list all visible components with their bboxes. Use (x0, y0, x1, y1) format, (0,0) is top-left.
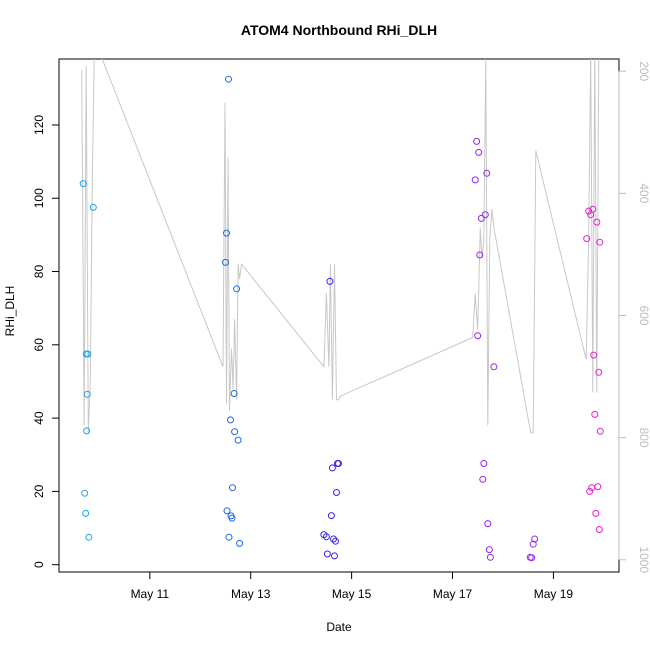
series-1 (79, 180, 97, 541)
data-point (335, 460, 342, 467)
data-point (83, 427, 91, 435)
data-point (592, 509, 600, 517)
y-tick-label: 120 (32, 115, 46, 135)
y-axis: 0 20 40 60 80 100 120 (32, 115, 60, 568)
data-point (591, 410, 599, 418)
y-tick-label: 20 (32, 484, 46, 498)
data-point (531, 535, 539, 543)
data-point (323, 550, 331, 558)
x-axis-label: Date (326, 620, 352, 634)
x-axis: May 11 May 13 May 15 May 17 May 19 (131, 571, 574, 601)
plot-frame (58, 58, 620, 573)
x-tick-label: May 11 (131, 587, 170, 601)
data-point (595, 368, 603, 376)
data-point (585, 207, 593, 215)
data-point (486, 553, 494, 561)
y-tick-label: 0 (32, 561, 46, 568)
data-point (473, 137, 481, 145)
data-point (481, 211, 489, 219)
y-tick-label: 100 (32, 188, 46, 208)
data-point (228, 514, 236, 522)
data-point (331, 552, 338, 560)
points-layer (79, 75, 604, 562)
x-tick-label: May 15 (332, 587, 372, 601)
series-4 (471, 137, 539, 562)
data-point (330, 535, 337, 543)
data-point (231, 428, 239, 436)
data-point (233, 285, 241, 293)
data-point (225, 533, 233, 541)
data-point (327, 512, 335, 520)
data-point (596, 238, 604, 246)
pressure-trace-line (81, 59, 600, 434)
data-point (490, 363, 498, 371)
data-point (227, 416, 234, 424)
data-point (475, 148, 483, 156)
data-point (225, 75, 232, 83)
data-point (85, 533, 93, 541)
series-5 (583, 205, 604, 533)
data-point (326, 277, 334, 285)
data-point (89, 203, 97, 211)
pressure-trace-layer (81, 59, 600, 434)
data-point (583, 235, 591, 243)
secondary-y-axis: 200 400 600 800 1000 (618, 61, 650, 573)
data-point (589, 205, 597, 213)
data-point (83, 390, 91, 398)
data-point (590, 351, 598, 359)
data-point (593, 218, 601, 226)
chart-title: ATOM4 Northbound RHi_DLH (241, 22, 437, 38)
data-point (479, 475, 487, 483)
data-point (483, 169, 491, 177)
data-point (222, 258, 229, 266)
secondary-y-tick-label: 600 (637, 305, 650, 325)
data-point (223, 229, 230, 237)
secondary-y-tick-label: 200 (637, 61, 650, 81)
data-point (332, 537, 339, 545)
data-point (596, 427, 604, 435)
y-tick-label: 80 (32, 265, 46, 279)
data-point (223, 507, 231, 515)
data-point (594, 483, 602, 491)
data-point (230, 390, 238, 397)
y-tick-label: 60 (32, 338, 46, 352)
data-point (586, 487, 594, 495)
y-axis-label: RHi_DLH (3, 286, 17, 337)
data-point (229, 484, 236, 492)
x-tick-label: May 19 (534, 587, 574, 601)
secondary-y-tick-label: 800 (637, 428, 650, 448)
data-point (234, 436, 242, 444)
data-point (485, 546, 493, 554)
x-tick-label: May 17 (433, 587, 473, 601)
secondary-y-tick-label: 1000 (637, 546, 650, 573)
secondary-y-tick-label: 400 (637, 183, 650, 203)
data-point (476, 251, 484, 259)
data-point (84, 350, 92, 358)
data-point (328, 464, 336, 472)
data-point (81, 489, 89, 497)
data-point (477, 214, 485, 222)
y-tick-label: 40 (32, 411, 46, 425)
data-point (528, 554, 536, 562)
series-3 (320, 277, 342, 560)
data-point (595, 526, 603, 533)
data-point (480, 460, 488, 467)
data-point (82, 509, 90, 517)
series-2 (222, 75, 244, 547)
data-point (484, 520, 492, 528)
data-point (333, 489, 340, 496)
data-point (474, 332, 482, 340)
data-point (322, 533, 330, 541)
data-point (236, 539, 244, 547)
x-tick-label: May 13 (231, 587, 271, 601)
data-point (471, 176, 479, 184)
data-point (79, 180, 87, 188)
